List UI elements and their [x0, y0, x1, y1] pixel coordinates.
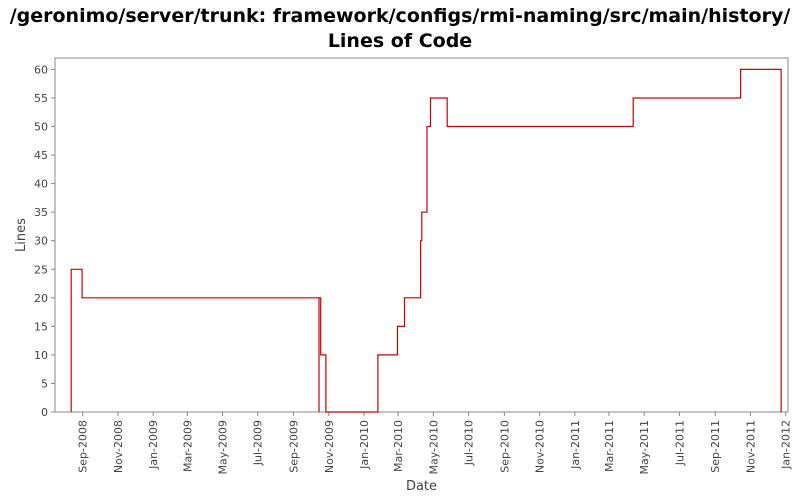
chart-subtitle: Lines of Code — [327, 30, 473, 52]
y-tick-label: 15 — [34, 320, 48, 333]
x-tick-label: Nov-2010 — [534, 420, 547, 473]
y-tick-label: 45 — [34, 149, 48, 162]
y-tick-label: 10 — [34, 349, 48, 362]
x-tick-label: Sep-2011 — [709, 420, 722, 473]
x-tick-label: Sep-2010 — [498, 420, 511, 473]
y-tick-label: 20 — [34, 292, 48, 305]
x-tick-label: Mar-2009 — [181, 420, 194, 472]
x-tick-label: Sep-2009 — [288, 420, 301, 473]
x-tick-label: Jul-2009 — [252, 420, 265, 466]
y-tick-label: 5 — [41, 377, 48, 390]
series-group — [70, 68, 782, 413]
x-tick-label: Mar-2011 — [603, 420, 616, 472]
x-tick-label: Jul-2010 — [463, 420, 476, 466]
chart-title-block: /geronimo/server/trunk: framework/config… — [0, 4, 800, 54]
y-tick-label: 40 — [34, 178, 48, 191]
x-tick-label: May-2011 — [638, 420, 651, 475]
x-tick-label: Nov-2009 — [323, 420, 336, 473]
y-tick-label: 50 — [34, 121, 48, 134]
x-tick-label: Jul-2011 — [673, 420, 686, 466]
x-tick-label: Sep-2008 — [77, 420, 90, 473]
x-tick-label: Jan-2009 — [147, 420, 160, 470]
x-tick-label: Jan-2010 — [358, 420, 371, 470]
y-tick-label: 55 — [34, 92, 48, 105]
y-tick-label: 35 — [34, 206, 48, 219]
x-tick-label: May-2010 — [427, 420, 440, 475]
y-tick-label: 0 — [41, 406, 48, 419]
y-tick-label: 30 — [34, 235, 48, 248]
series-line — [70, 68, 782, 413]
y-tick-label: 60 — [34, 63, 48, 76]
chart-title: /geronimo/server/trunk: framework/config… — [9, 5, 791, 27]
x-tick-label: Jan-2012 — [780, 420, 793, 470]
x-axis-label: Date — [406, 479, 437, 494]
x-tick-label: Nov-2011 — [744, 420, 757, 473]
y-axis-label: Lines — [14, 218, 29, 252]
y-axis: 0 5 10 15 20 25 30 35 40 45 50 55 60 — [34, 63, 55, 419]
x-tick-label: Nov-2008 — [112, 420, 125, 473]
x-tick-label: Mar-2010 — [392, 420, 405, 472]
x-tick-label: Jan-2011 — [569, 420, 582, 470]
y-tick-label: 25 — [34, 263, 48, 276]
x-tick-label: May-2009 — [217, 420, 230, 475]
x-axis: Sep-2008 Nov-2008 Jan-2009 Mar-2009 May-2009… — [77, 412, 793, 475]
